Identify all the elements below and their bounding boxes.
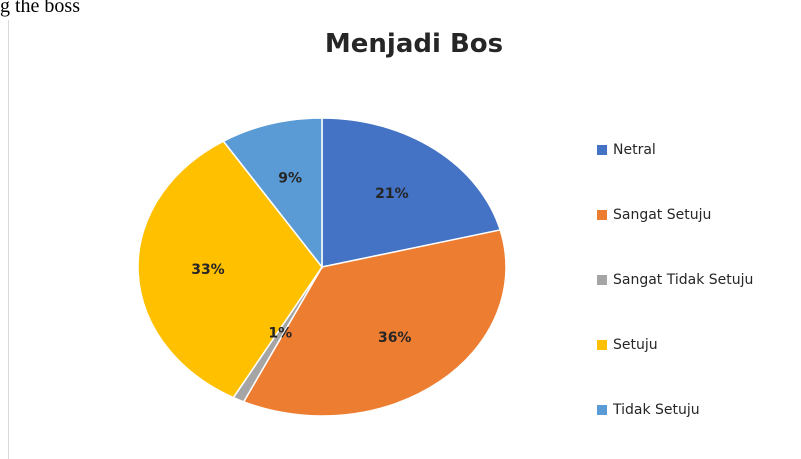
data-label: 36% [378,330,412,346]
legend-swatch [597,340,607,350]
legend-swatch [597,275,607,285]
pie-slice [321,117,502,268]
legend-label: Netral [613,142,656,158]
chart-title: Menjadi Bos [325,29,503,59]
pie-slice [137,140,323,399]
data-label: 33% [191,262,225,278]
legend-label: Setuju [613,337,658,353]
legend-swatch [597,145,607,155]
pie-slice [222,117,323,270]
legend-label: Tidak Setuju [612,402,700,418]
data-label: 1% [268,325,292,341]
legend-swatch [597,405,607,415]
document-text: g the boss [0,0,80,17]
legend-label: Sangat Tidak Setuju [613,272,753,288]
data-label: 9% [278,170,302,186]
legend-swatch [597,210,607,220]
pie-slice [242,229,507,417]
data-label: 21% [375,186,409,202]
legend-label: Sangat Setuju [613,207,711,223]
